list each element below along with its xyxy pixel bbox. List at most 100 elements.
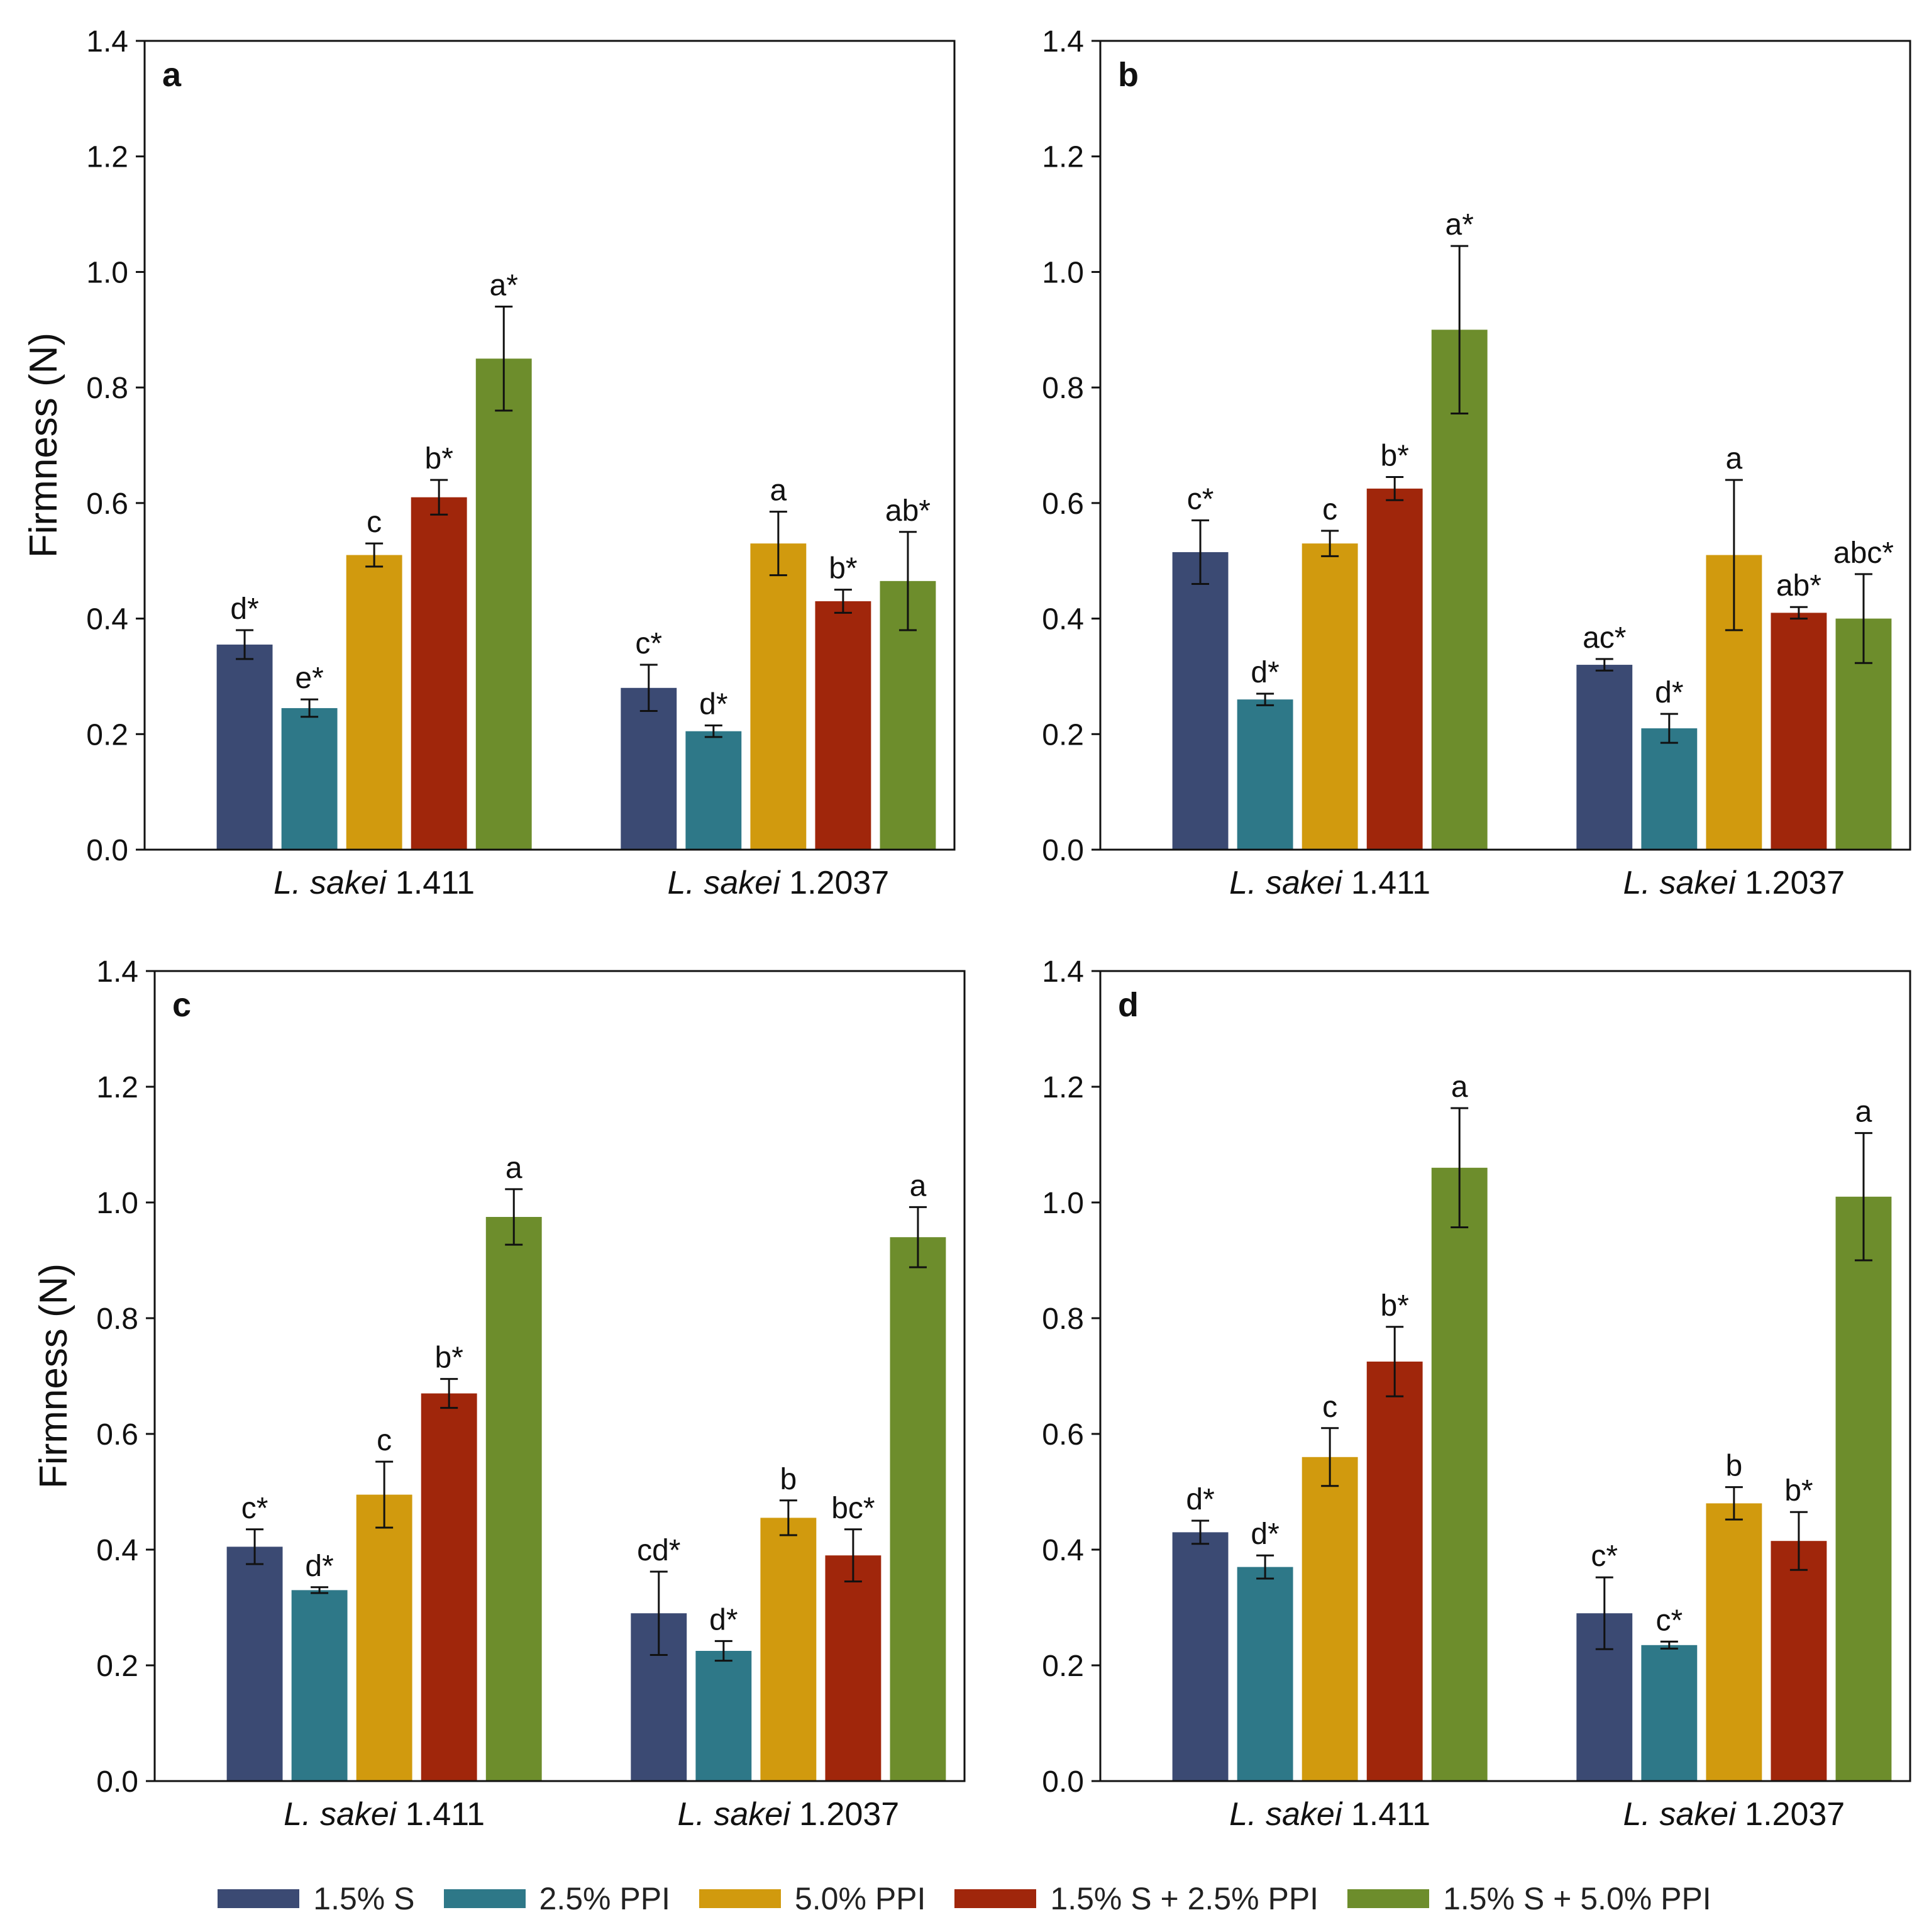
significance-letter: ab* [1776, 569, 1821, 602]
y-tick-label: 1.0 [1042, 1187, 1084, 1220]
significance-letter: a* [490, 269, 518, 303]
y-tick-label: 1.0 [96, 1187, 138, 1220]
significance-letter: c [1322, 493, 1337, 526]
bar [1302, 1457, 1358, 1781]
y-tick-label: 0.8 [86, 372, 128, 405]
y-tick-label: 0.4 [96, 1534, 138, 1567]
x-tick-label: L. sakei 1.411 [274, 865, 475, 901]
significance-letter: d* [230, 592, 258, 626]
legend-item-1: 1.5% S [218, 1880, 415, 1917]
species-name: L. sakei [1623, 1796, 1737, 1833]
species-name: L. sakei [668, 865, 782, 901]
panel-label: b [1118, 56, 1139, 94]
y-tick-label: 1.4 [1042, 955, 1084, 989]
y-tick-label: 0.0 [86, 834, 128, 867]
legend-item-5: 1.5% S + 5.0% PPI [1347, 1880, 1711, 1917]
significance-letter: c* [241, 1492, 268, 1525]
significance-letter: a [1855, 1096, 1872, 1129]
strain-number: 1.2037 [1736, 865, 1845, 901]
significance-letter: bc* [831, 1492, 875, 1525]
significance-letter: c [367, 506, 382, 539]
legend-swatch [954, 1889, 1037, 1908]
species-name: L. sakei [1229, 865, 1343, 901]
y-tick-label: 0.2 [86, 718, 128, 752]
significance-letter: b* [435, 1341, 463, 1375]
panel-a: 0.0 0.2 0.4 0.6 0.8 1.0 1.2 1.4 Firmness (N) a d* e… [22, 25, 956, 901]
bar [421, 1393, 477, 1781]
bar [291, 1590, 348, 1781]
bar [1771, 613, 1827, 850]
strain-number: 1.411 [1342, 1796, 1430, 1833]
x-tick-label: L. sakei 1.2037 [1623, 1796, 1845, 1833]
x-tick-label: L. sakei 1.2037 [678, 1796, 900, 1833]
significance-letter: c [377, 1424, 392, 1457]
bar [695, 1651, 752, 1781]
y-tick-label: 0.0 [1042, 1765, 1084, 1799]
bar [1172, 552, 1229, 850]
firmness-bar-charts: 0.0 0.2 0.4 0.6 0.8 1.0 1.2 1.4 Firmness (N) a d* e… [22, 25, 1911, 1833]
bar [1641, 1645, 1698, 1781]
species-name: L. sakei [284, 1796, 397, 1833]
y-tick-label: 0.4 [1042, 603, 1084, 636]
significance-letter: a* [1445, 208, 1474, 242]
significance-letter: a [1726, 442, 1743, 475]
species-name: L. sakei [1229, 1796, 1343, 1833]
bar [216, 644, 273, 850]
y-tick-label: 0.2 [1042, 1650, 1084, 1683]
y-tick-label: 0.4 [86, 603, 128, 636]
bar [1771, 1541, 1827, 1781]
bar [1431, 330, 1488, 850]
significance-letter: cd* [637, 1534, 680, 1567]
significance-letter: b [780, 1463, 797, 1496]
bar [356, 1494, 412, 1781]
bar [1431, 1167, 1488, 1781]
y-tick-label: 1.0 [1042, 256, 1084, 289]
y-axis-label: Firmness (N) [22, 333, 65, 558]
y-tick-label: 0.4 [1042, 1534, 1084, 1567]
y-tick-label: 1.4 [1042, 25, 1084, 58]
bar [1237, 699, 1293, 850]
bar [1576, 665, 1633, 850]
x-tick-label: L. sakei 1.2037 [668, 865, 890, 901]
significance-letter: d* [699, 688, 727, 721]
y-tick-label: 1.2 [96, 1071, 138, 1104]
y-tick-label: 0.0 [96, 1765, 138, 1799]
legend-swatch [1347, 1889, 1430, 1908]
plot-frame [153, 970, 966, 1782]
species-name: L. sakei [274, 865, 387, 901]
legend-swatch [443, 1889, 526, 1908]
legend-label: 5.0% PPI [794, 1881, 926, 1916]
species-name: L. sakei [1623, 865, 1737, 901]
y-tick-label: 1.2 [1042, 141, 1084, 174]
y-tick-label: 0.6 [96, 1418, 138, 1452]
significance-letter: d* [1655, 676, 1683, 709]
bar [760, 1518, 817, 1781]
legend-item-4: 1.5% S + 2.5% PPI [954, 1880, 1318, 1917]
strain-number: 1.411 [386, 865, 475, 901]
significance-letter: b* [425, 442, 453, 475]
legend-item-2: 2.5% PPI [443, 1880, 670, 1917]
y-tick-label: 0.6 [1042, 487, 1084, 521]
bar [825, 1555, 882, 1781]
bar [1366, 1362, 1423, 1781]
strain-number: 1.2037 [790, 1796, 900, 1833]
x-tick-label: L. sakei 1.411 [1229, 865, 1430, 901]
significance-letter: b* [1784, 1474, 1813, 1507]
bar [1302, 543, 1358, 850]
y-tick-label: 0.6 [1042, 1418, 1084, 1452]
x-tick-label: L. sakei 1.2037 [1623, 865, 1845, 901]
y-tick-label: 0.6 [86, 487, 128, 521]
significance-letter: e* [295, 662, 323, 695]
panel-label: d [1118, 986, 1139, 1024]
strain-number: 1.2037 [780, 865, 890, 901]
panel-c: 0.0 0.2 0.4 0.6 0.8 1.0 1.2 1.4 Firmness (N) c c* d… [32, 955, 966, 1833]
y-tick-label: 0.0 [1042, 834, 1084, 867]
significance-letter: c* [1591, 1540, 1618, 1573]
species-name: L. sakei [678, 1796, 792, 1833]
significance-letter: c* [1187, 482, 1214, 516]
bar [346, 555, 402, 850]
panel-d: 0.0 0.2 0.4 0.6 0.8 1.0 1.2 1.4 d d* d* c b* a L. sake… [1042, 955, 1911, 1833]
bar [750, 543, 807, 850]
significance-letter: b* [1381, 440, 1409, 473]
significance-letter: b* [1381, 1289, 1409, 1323]
